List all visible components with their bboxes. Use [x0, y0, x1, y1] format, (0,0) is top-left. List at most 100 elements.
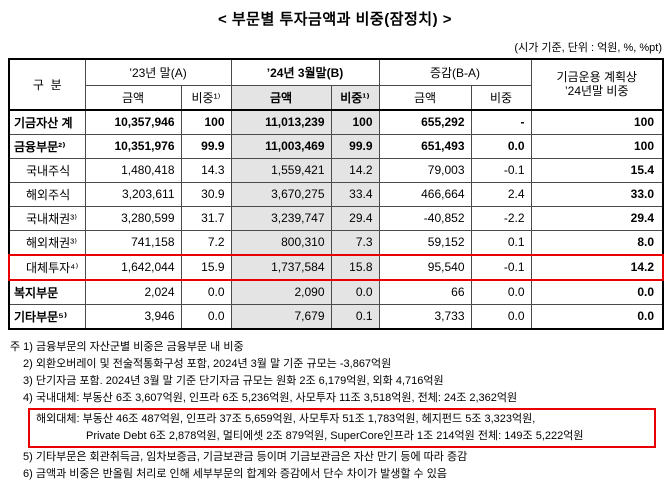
a-ratio: 15.9 [180, 253, 232, 281]
row-financial-sector: 금융부문²⁾ 10,351,976 99.9 11,003,469 99.9 6… [8, 133, 664, 159]
b-amount: 3,670,275 [230, 181, 332, 207]
a-ratio: 14.3 [180, 157, 232, 183]
row-domestic-equity: 국내주식 1,480,418 14.3 1,559,421 14.2 79,00… [8, 157, 664, 183]
row-label: 국내채권³⁾ [8, 205, 86, 231]
plan-ratio: 29.4 [530, 205, 664, 231]
plan-ratio: 14.2 [530, 253, 665, 281]
table-header-groups: 구 분 ’23년 말(A) ’24년 3월말(B) 증감(B-A) 기금운용 계… [8, 58, 664, 111]
subheader-amount-a: 금액 [84, 84, 182, 111]
b-ratio: 14.2 [330, 157, 380, 183]
diff-ratio: -0.1 [470, 157, 532, 183]
a-amount: 741,158 [84, 229, 182, 255]
col-header-plan-line2: ’24년말 비중 [565, 84, 629, 99]
a-amount: 2,024 [84, 279, 182, 305]
a-ratio: 30.9 [180, 181, 232, 207]
b-ratio: 99.9 [330, 133, 380, 159]
footnote-4-overseas-line1: 해외대체: 부동산 46조 487억원, 인프라 37조 5,659억원, 사모… [36, 412, 536, 425]
row-alternative-investment: 대체투자⁴⁾ 1,642,044 15.9 1,737,584 15.8 95,… [8, 253, 665, 281]
table-header-subcolumns: 금액 비중¹⁾ 금액 비중¹⁾ 금액 비중 [9, 84, 663, 111]
footnote-1: 주 1) 금융부문의 자산군별 비중은 금융부문 내 비중 [10, 340, 244, 353]
b-amount: 1,559,421 [230, 157, 332, 183]
plan-ratio: 100 [530, 133, 664, 159]
plan-ratio: 33.0 [530, 181, 664, 207]
row-welfare-sector: 복지부문 2,024 0.0 2,090 0.0 66 0.0 0.0 [8, 279, 664, 305]
b-ratio: 29.4 [330, 205, 380, 231]
a-amount: 3,203,611 [84, 181, 182, 207]
b-ratio: 100 [330, 109, 380, 135]
b-amount: 800,310 [230, 229, 332, 255]
b-amount: 1,737,584 [230, 253, 332, 281]
diff-ratio: - [470, 109, 532, 135]
row-label: 국내주식 [8, 157, 86, 183]
b-ratio: 0.1 [330, 303, 380, 329]
subheader-ratio-diff: 비중 [470, 84, 532, 111]
row-label: 기타부문⁵⁾ [8, 303, 86, 329]
a-amount: 1,642,044 [84, 253, 182, 281]
footnote-highlight-box: 해외대체: 부동산 46조 487억원, 인프라 37조 5,659억원, 사모… [28, 407, 656, 448]
col-header-category: 구 분 [8, 58, 86, 111]
a-amount: 3,280,599 [84, 205, 182, 231]
col-header-diff: 증감(B-A) [378, 58, 532, 86]
diff-ratio: -2.2 [470, 205, 532, 231]
diff-amount: 95,540 [378, 253, 472, 281]
b-ratio: 33.4 [330, 181, 380, 207]
a-amount: 3,946 [84, 303, 182, 329]
footnote-3: 3) 단기자금 포함. 2024년 3월 말 기준 단기자금 규모는 원화 2조… [23, 374, 444, 387]
plan-ratio: 0.0 [530, 303, 664, 329]
row-foreign-bond: 해외채권³⁾ 741,158 7.2 800,310 7.3 59,152 0.… [8, 229, 664, 255]
subheader-amount-b: 금액 [230, 84, 332, 111]
footnote-2: 2) 외환오버레이 및 전술적통화구성 포함, 2024년 3월 말 기준 규모… [23, 357, 392, 370]
diff-ratio: 2.4 [470, 181, 532, 207]
diff-amount: 651,493 [378, 133, 472, 159]
b-amount: 11,003,469 [230, 133, 332, 159]
diff-amount: 59,152 [378, 229, 472, 255]
plan-ratio: 100 [530, 109, 664, 135]
diff-ratio: 0.0 [470, 279, 532, 305]
diff-amount: 3,733 [378, 303, 472, 329]
a-ratio: 0.0 [180, 303, 232, 329]
diff-amount: 655,292 [378, 109, 472, 135]
b-amount: 11,013,239 [230, 109, 332, 135]
a-ratio: 7.2 [180, 229, 232, 255]
unit-note: (시가 기준, 단위 : 억원, %, %pt) [514, 42, 662, 54]
row-label: 기금자산 계 [8, 109, 86, 135]
b-amount: 7,679 [230, 303, 332, 329]
diff-ratio: 0.1 [470, 229, 532, 255]
row-other-sector: 기타부문⁵⁾ 3,946 0.0 7,679 0.1 3,733 0.0 0.0 [8, 303, 664, 329]
diff-amount: 79,003 [378, 157, 472, 183]
a-ratio: 31.7 [180, 205, 232, 231]
row-label: 대체투자⁴⁾ [8, 253, 86, 281]
footnote-4-overseas-line2: Private Debt 6조 2,878억원, 멀티에셋 2조 879억원, … [86, 429, 584, 442]
row-label: 금융부문²⁾ [8, 133, 86, 159]
a-ratio: 0.0 [180, 279, 232, 305]
footnotes: 주 1) 금융부문의 자산군별 비중은 금융부문 내 비중 2) 외환오버레이 … [8, 339, 662, 483]
a-amount: 10,357,946 [84, 109, 182, 135]
diff-ratio: 0.0 [470, 303, 532, 329]
col-header-2023-end: ’23년 말(A) [84, 58, 232, 86]
b-amount: 2,090 [230, 279, 332, 305]
row-label: 해외채권³⁾ [8, 229, 86, 255]
row-foreign-equity: 해외주식 3,203,611 30.9 3,670,275 33.4 466,6… [8, 181, 664, 207]
investment-table: 구 분 ’23년 말(A) ’24년 3월말(B) 증감(B-A) 기금운용 계… [8, 58, 665, 330]
subheader-ratio-b: 비중¹⁾ [330, 84, 380, 111]
row-label: 복지부문 [8, 279, 86, 305]
footnote-4: 4) 국내대체: 부동산 6조 3,607억원, 인프라 6조 5,236억원,… [23, 391, 518, 404]
footnote-5: 5) 기타부문은 회관취득금, 임차보증금, 기금보관금 등이며 기금보관금은 … [23, 450, 468, 463]
b-ratio: 15.8 [330, 253, 380, 281]
plan-ratio: 0.0 [530, 279, 664, 305]
a-amount: 1,480,418 [84, 157, 182, 183]
col-header-plan: 기금운용 계획상 ’24년말 비중 [530, 58, 664, 111]
subheader-amount-diff: 금액 [378, 84, 472, 111]
footnote-6: 6) 금액과 비중은 반올림 처리로 인해 세부부문의 합계와 증감에서 단수 … [23, 467, 447, 480]
plan-ratio: 8.0 [530, 229, 664, 255]
col-header-2024-march: ’24년 3월말(B) [230, 58, 380, 86]
diff-amount: 466,664 [378, 181, 472, 207]
diff-amount: 66 [378, 279, 472, 305]
a-ratio: 100 [180, 109, 232, 135]
b-ratio: 0.0 [330, 279, 380, 305]
row-fund-assets-total: 기금자산 계 10,357,946 100 11,013,239 100 655… [8, 109, 664, 135]
diff-ratio: -0.1 [470, 253, 532, 281]
b-amount: 3,239,747 [230, 205, 332, 231]
a-ratio: 99.9 [180, 133, 232, 159]
